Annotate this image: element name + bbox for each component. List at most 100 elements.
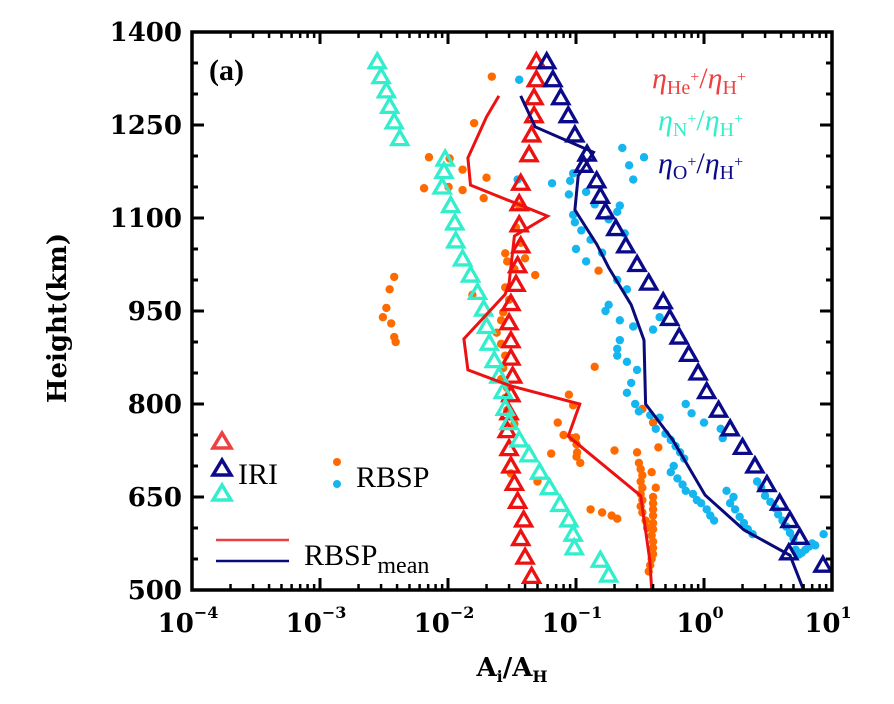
data-point xyxy=(819,530,828,539)
data-point xyxy=(729,492,738,502)
y-tick-label: 1250 xyxy=(110,111,182,141)
data-point xyxy=(760,491,770,500)
data-point xyxy=(590,362,599,371)
series-legend: IRI RBSP RBSPmean xyxy=(209,429,429,579)
data-point xyxy=(678,480,687,489)
triangle-marker xyxy=(652,290,675,310)
data-point xyxy=(390,272,399,282)
triangle-marker xyxy=(378,95,401,115)
x-tick-label: 10−2 xyxy=(414,603,475,639)
mean-line-rbsp-mean-o-h- xyxy=(519,95,805,590)
triangle-marker xyxy=(538,476,561,496)
x-tick-label: 10−4 xyxy=(158,603,219,639)
data-point xyxy=(774,510,783,519)
data-point xyxy=(654,443,663,452)
triangle-marker xyxy=(677,343,700,363)
data-point xyxy=(647,468,656,477)
data-point xyxy=(624,161,634,170)
data-point xyxy=(709,516,719,525)
triangle-marker xyxy=(388,127,411,147)
triangle-marker xyxy=(597,563,620,583)
data-point xyxy=(594,266,603,275)
data-point xyxy=(622,388,632,398)
data-point xyxy=(648,492,658,502)
ratio-legend-o: ηO+/ηH+ xyxy=(658,147,743,184)
data-point xyxy=(515,75,524,84)
data-point xyxy=(530,270,540,280)
x-tick-label: 100 xyxy=(676,603,723,639)
data-point xyxy=(610,446,619,455)
data-point xyxy=(458,185,467,195)
triangle-marker xyxy=(451,247,474,267)
legend-label-rbsp: RBSP xyxy=(356,461,429,494)
triangle-marker xyxy=(375,79,398,99)
data-point xyxy=(688,489,698,499)
data-point xyxy=(601,306,610,316)
data-point xyxy=(576,458,585,468)
series-layer xyxy=(366,50,832,590)
data-point xyxy=(577,226,586,235)
triangle-marker xyxy=(509,234,532,254)
triangle-marker xyxy=(498,437,520,457)
triangle-marker xyxy=(523,86,545,106)
triangle-marker xyxy=(528,460,551,480)
x-tick-label: 10−1 xyxy=(542,603,603,639)
data-point xyxy=(648,505,658,514)
triangle-marker xyxy=(719,417,741,437)
x-axis-title: Ai/AH xyxy=(475,653,547,686)
legend-marker-iri-he xyxy=(209,429,235,450)
series-iri-o-h- xyxy=(535,50,832,573)
triangle-marker xyxy=(443,211,466,231)
triangle-marker xyxy=(572,153,595,173)
data-point xyxy=(648,518,658,528)
triangle-marker xyxy=(494,397,517,416)
data-point xyxy=(699,418,709,427)
triangle-marker xyxy=(492,380,515,400)
triangle-marker xyxy=(731,436,754,456)
data-point xyxy=(572,452,581,461)
data-point xyxy=(687,409,696,418)
triangle-marker xyxy=(707,398,730,418)
data-point xyxy=(752,477,762,486)
data-point xyxy=(553,418,562,427)
triangle-marker xyxy=(788,525,811,545)
triangle-marker xyxy=(518,443,540,463)
y-tick-label: 500 xyxy=(128,576,182,606)
triangle-marker xyxy=(498,411,520,431)
triangle-marker xyxy=(594,200,617,220)
data-point xyxy=(702,505,711,514)
data-point xyxy=(482,173,491,182)
triangle-marker xyxy=(505,273,527,292)
data-point xyxy=(391,337,400,347)
triangle-marker xyxy=(466,281,489,301)
triangle-marker xyxy=(459,263,482,283)
data-point xyxy=(382,303,391,313)
triangle-marker xyxy=(605,217,627,237)
data-point xyxy=(651,483,660,492)
y-tick-label: 950 xyxy=(128,297,182,327)
data-point xyxy=(586,505,595,514)
triangle-marker xyxy=(500,329,522,349)
legend-label-mean: RBSPmean xyxy=(304,539,429,579)
triangle-marker xyxy=(500,454,522,474)
data-point xyxy=(520,254,530,263)
triangle-marker xyxy=(779,509,801,529)
y-tick-label: 650 xyxy=(128,483,182,513)
data-point xyxy=(634,407,644,416)
triangle-marker xyxy=(500,292,522,312)
triangle-marker xyxy=(366,50,389,70)
x-tick-label: 101 xyxy=(804,603,851,639)
data-point xyxy=(632,365,642,375)
panel-label: (a) xyxy=(209,54,244,87)
triangle-marker xyxy=(506,254,529,274)
triangle-marker xyxy=(535,50,558,70)
data-point xyxy=(501,249,510,258)
triangle-marker xyxy=(439,194,462,214)
triangle-marker xyxy=(501,364,524,384)
data-point xyxy=(629,322,638,331)
triangle-marker xyxy=(498,311,520,331)
legend-label-iri: IRI xyxy=(238,458,278,491)
triangle-marker xyxy=(668,325,691,345)
triangle-marker xyxy=(542,68,564,88)
triangle-marker xyxy=(525,50,548,70)
